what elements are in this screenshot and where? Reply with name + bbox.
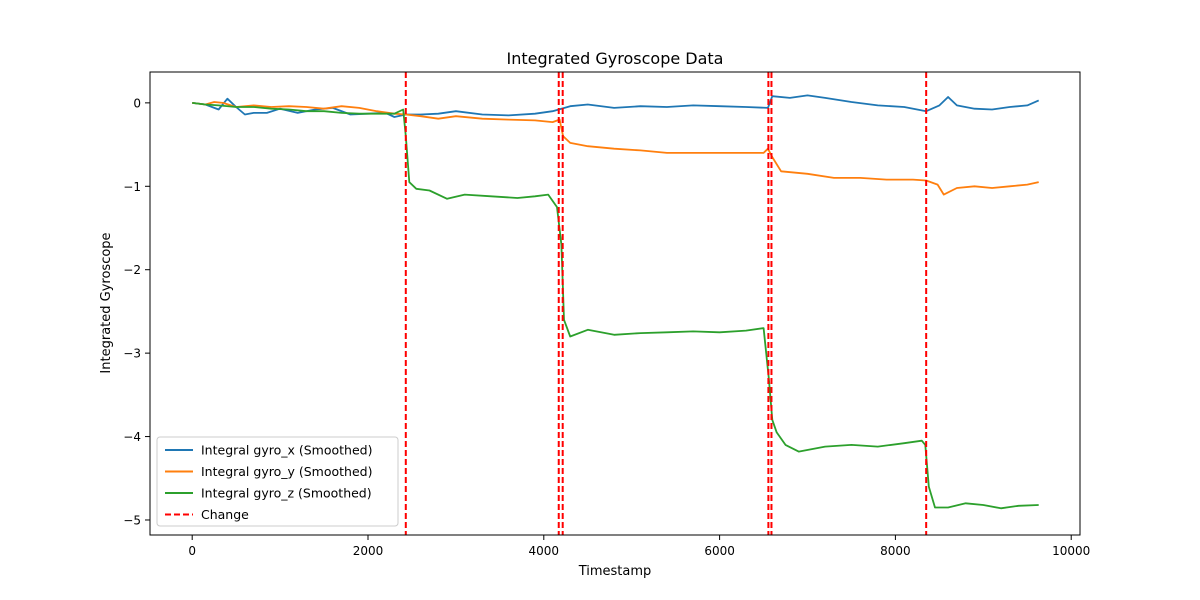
y-tick-label: −2	[123, 263, 141, 277]
y-tick-label: −3	[123, 347, 141, 361]
legend-label-3: Integral gyro_z (Smoothed)	[201, 486, 372, 501]
plot-area	[149, 71, 1081, 536]
chart-title: Integrated Gyroscope Data	[507, 49, 724, 68]
x-axis: 0 2000 4000 6000 8000 10000	[188, 535, 1090, 558]
y-tick-label: 0	[133, 96, 141, 110]
legend-box	[156, 436, 399, 527]
legend-label-2: Integral gyro_y (Smoothed)	[201, 464, 372, 479]
y-tick-label: −1	[123, 180, 141, 194]
y-axis: 0 −1 −2 −3 −4 −5	[123, 96, 150, 527]
x-tick-label: 0	[188, 544, 196, 558]
plot-frame	[149, 71, 1081, 536]
x-tick-label: 4000	[529, 544, 560, 558]
legend: Integral gyro_x (Smoothed) Integral gyro_…	[156, 436, 399, 527]
y-axis-label: Integrated Gyroscope	[99, 232, 114, 373]
series-line-3	[192, 102, 1039, 510]
series-line-2	[192, 101, 1039, 196]
x-tick-label: 8000	[880, 544, 911, 558]
x-tick-label: 10000	[1052, 544, 1090, 558]
x-axis-label: Timestamp	[578, 564, 652, 579]
legend-label-4: Change	[201, 507, 249, 522]
x-tick-label: 6000	[704, 544, 735, 558]
legend-label-1: Integral gyro_x (Smoothed)	[201, 443, 372, 458]
x-tick-label: 2000	[353, 544, 384, 558]
y-tick-label: −5	[123, 513, 141, 527]
y-tick-label: −4	[123, 430, 141, 444]
